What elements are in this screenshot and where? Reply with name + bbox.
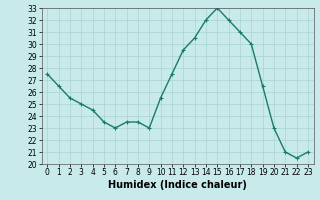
X-axis label: Humidex (Indice chaleur): Humidex (Indice chaleur) xyxy=(108,180,247,190)
